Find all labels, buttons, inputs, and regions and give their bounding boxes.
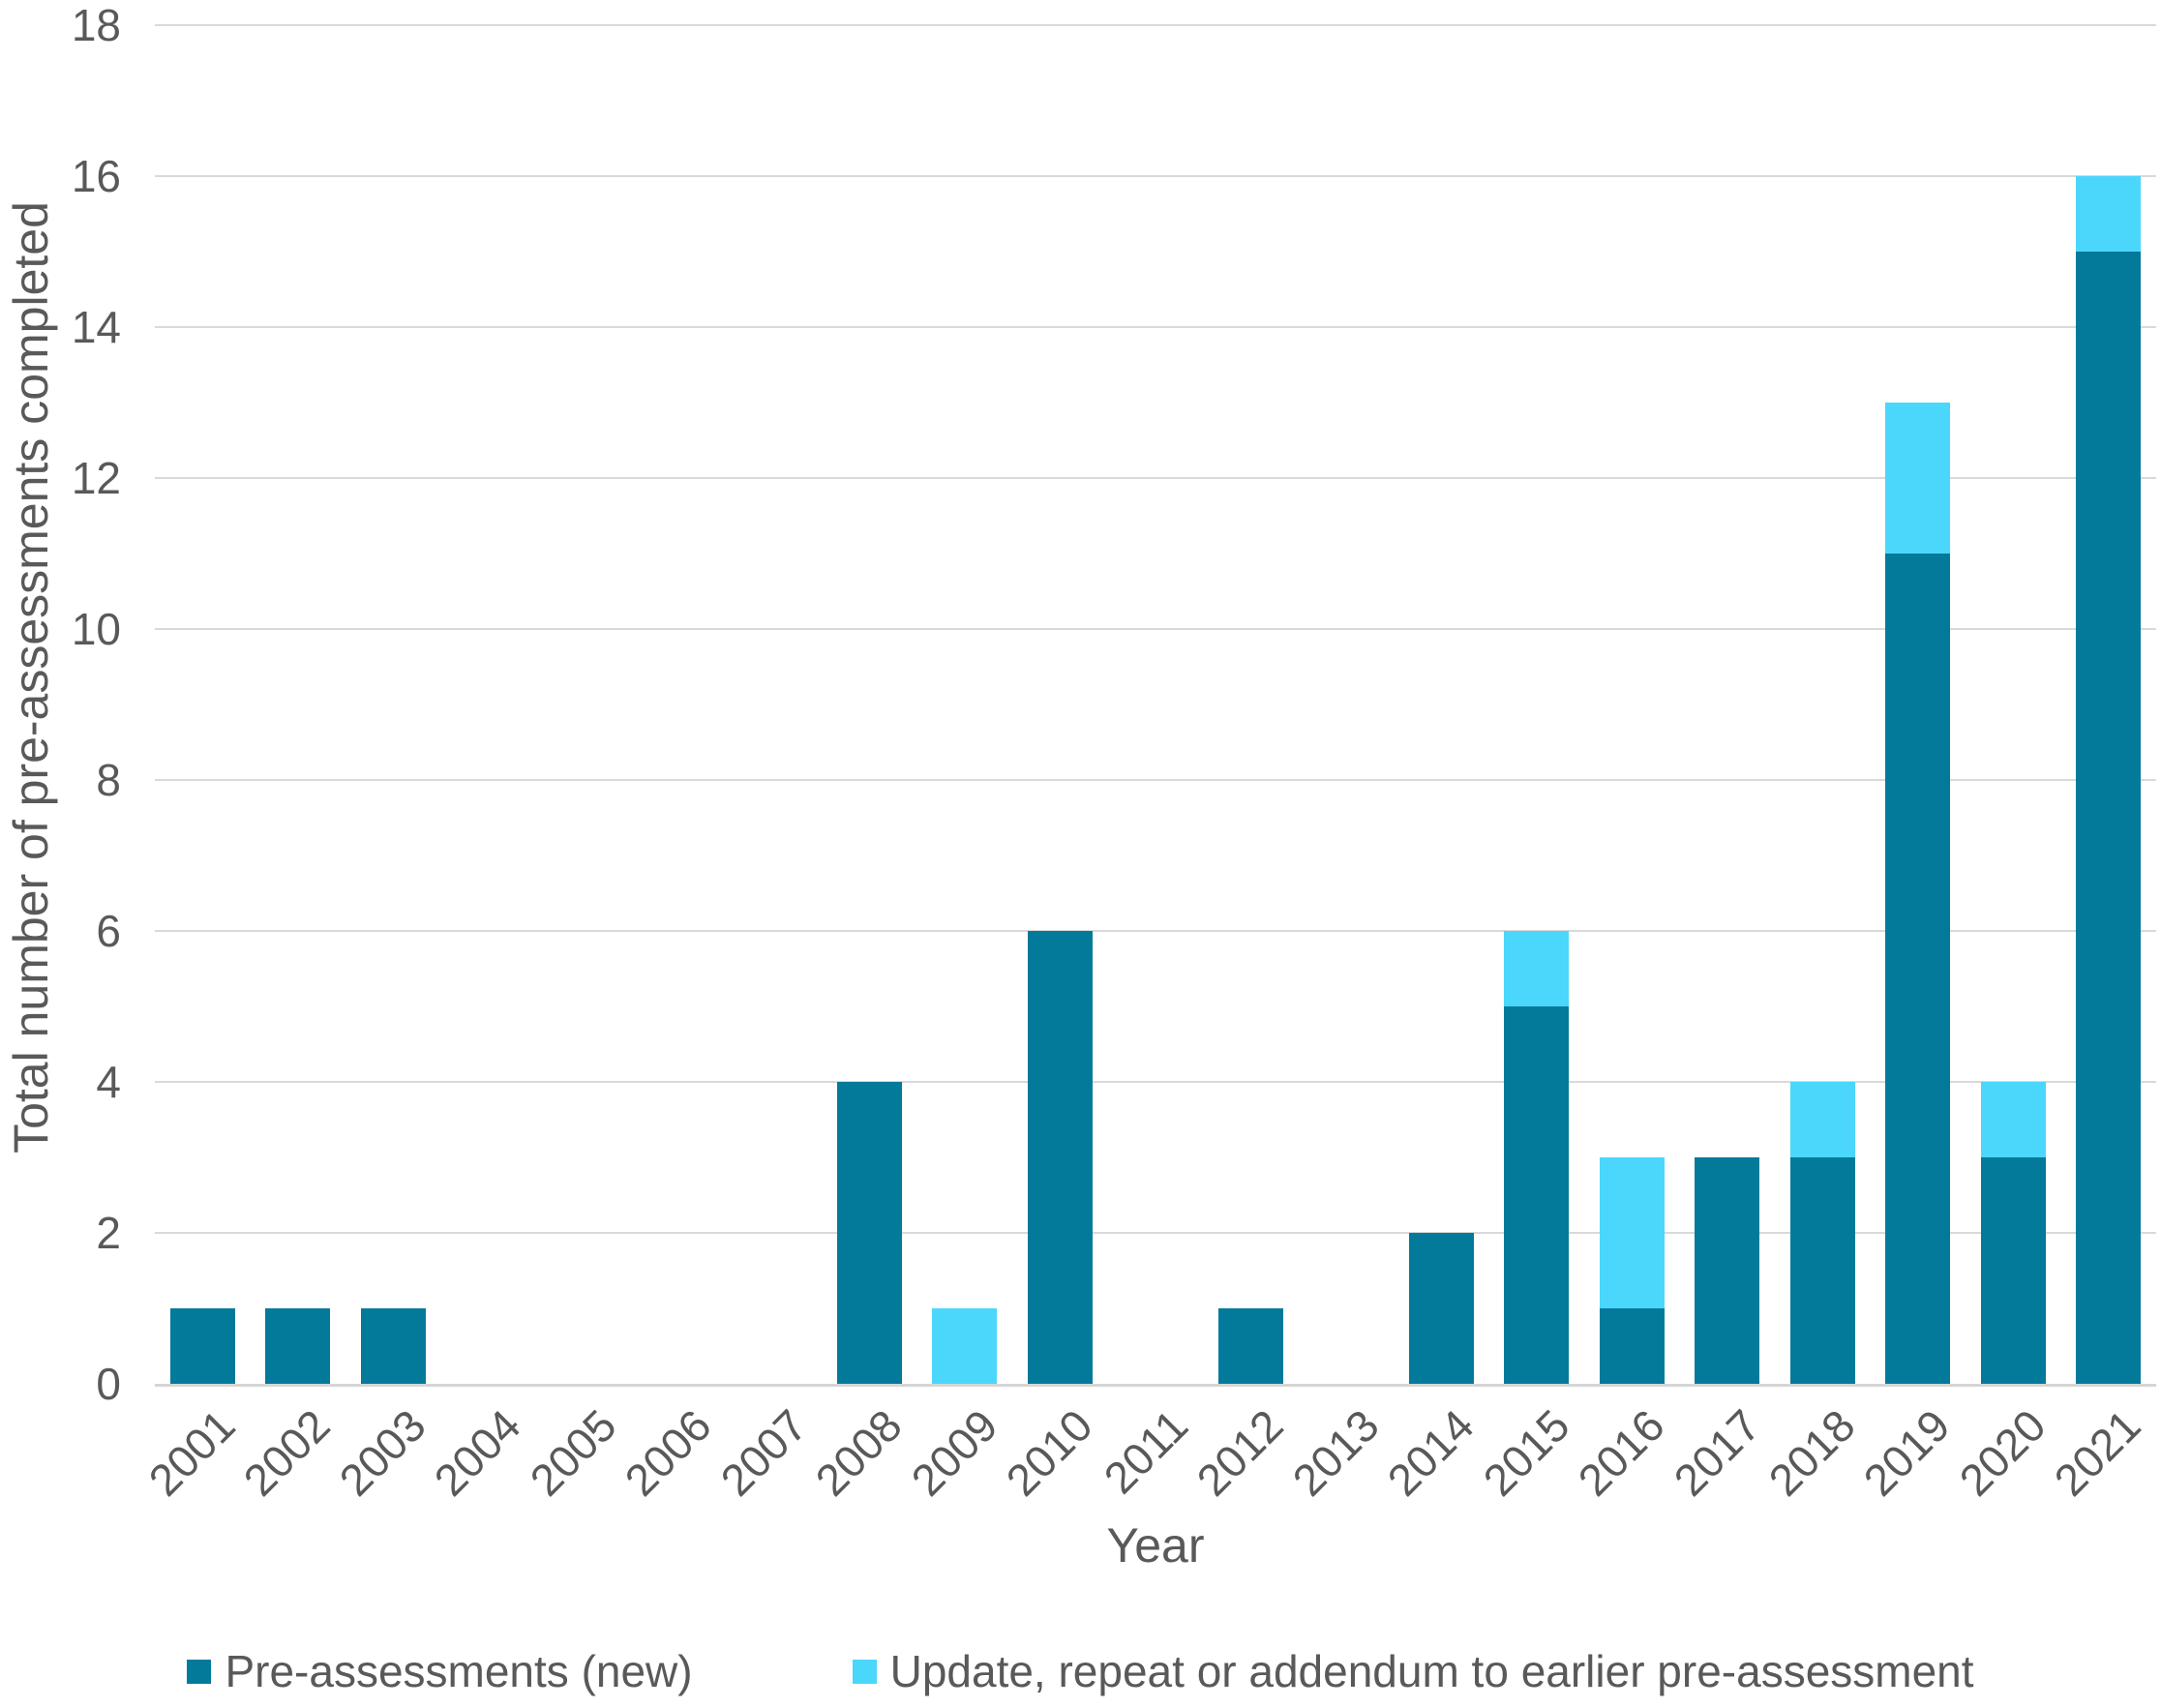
gridline-8 [155, 779, 2156, 781]
bar-column-2008 [822, 25, 916, 1384]
bar-segment-2019-new [1885, 554, 1951, 1384]
x-tick-2010: 2010 [996, 1399, 1102, 1506]
bar-segment-2021-update [2076, 176, 2142, 252]
x-tick-2011: 2011 [1094, 1399, 1198, 1504]
legend: Pre-assessments (new) Update, repeat or … [0, 1645, 2161, 1697]
y-tick-4: 4 [96, 1057, 121, 1107]
y-tick-18: 18 [71, 0, 121, 50]
bar-column-2002 [250, 25, 345, 1384]
y-tick-10: 10 [71, 604, 121, 654]
bar-column-2018 [1775, 25, 1870, 1384]
gridline-10 [155, 627, 2156, 630]
bar-column-2012 [1203, 25, 1298, 1384]
bar-segment-2015-new [1504, 1006, 1570, 1384]
x-tick-2014: 2014 [1377, 1399, 1484, 1506]
legend-label-update: Update, repeat or addendum to earlier pr… [889, 1646, 1974, 1696]
bar-segment-2001-new [169, 1308, 235, 1384]
bars [155, 25, 2156, 1384]
bar-segment-2021-new [2076, 252, 2142, 1384]
bar-column-2014 [1394, 25, 1488, 1384]
y-tick-14: 14 [71, 302, 121, 352]
x-tick-2008: 2008 [805, 1399, 912, 1506]
y-tick-8: 8 [96, 755, 121, 805]
bar-segment-2010-new [1027, 931, 1093, 1384]
x-tick-2016: 2016 [1568, 1399, 1674, 1506]
x-tick-2006: 2006 [615, 1399, 721, 1506]
x-tick-2018: 2018 [1758, 1399, 1865, 1506]
bar-segment-2012-new [1217, 1308, 1283, 1384]
bar-segment-2009-update [932, 1308, 998, 1384]
y-tick-16: 16 [71, 151, 121, 201]
bar-segment-2003-new [360, 1308, 426, 1384]
bar-column-2017 [1680, 25, 1775, 1384]
bar-column-2015 [1489, 25, 1584, 1384]
y-tick-12: 12 [71, 453, 121, 503]
legend-item-new: Pre-assessments (new) [187, 1645, 693, 1697]
x-tick-2009: 2009 [901, 1399, 1007, 1506]
gridline-16 [155, 174, 2156, 177]
bar-segment-2015-update [1504, 931, 1570, 1006]
y-tick-6: 6 [96, 906, 121, 956]
legend-label-new: Pre-assessments (new) [225, 1646, 693, 1696]
legend-swatch-new-icon [187, 1659, 212, 1684]
bar-column-2010 [1012, 25, 1107, 1384]
bar-column-2011 [1108, 25, 1203, 1384]
x-tick-2004: 2004 [424, 1399, 531, 1506]
bar-segment-2014-new [1408, 1233, 1474, 1384]
gridlines [155, 24, 2156, 1387]
y-tick-0: 0 [96, 1359, 121, 1409]
x-tick-2013: 2013 [1282, 1399, 1389, 1506]
bar-column-2001 [155, 25, 250, 1384]
bar-segment-2020-new [1980, 1157, 2046, 1384]
bar-column-2005 [536, 25, 631, 1384]
x-tick-2020: 2020 [1949, 1399, 2056, 1506]
x-tick-2015: 2015 [1473, 1399, 1579, 1506]
bar-column-2009 [917, 25, 1012, 1384]
gridline-4 [155, 1081, 2156, 1083]
x-tick-2003: 2003 [329, 1399, 435, 1506]
bar-column-2013 [1299, 25, 1394, 1384]
gridline-6 [155, 929, 2156, 932]
bar-segment-2016-new [1599, 1308, 1665, 1384]
legend-swatch-update-icon [852, 1659, 877, 1684]
x-tick-2019: 2019 [1854, 1399, 1961, 1506]
gridline-0 [155, 1384, 2156, 1387]
legend-item-update: Update, repeat or addendum to earlier pr… [852, 1645, 1974, 1697]
bar-segment-2017-new [1695, 1157, 1760, 1384]
x-tick-2021: 2021 [2044, 1399, 2151, 1506]
bar-column-2016 [1584, 25, 1679, 1384]
gridline-14 [155, 325, 2156, 328]
x-tick-2001: 2001 [138, 1399, 245, 1506]
bar-column-2004 [440, 25, 535, 1384]
bar-column-2019 [1870, 25, 1965, 1384]
x-tick-2005: 2005 [520, 1399, 626, 1506]
bar-column-2003 [345, 25, 440, 1384]
bar-column-2021 [2060, 25, 2155, 1384]
plot-area [155, 24, 2156, 1387]
gridline-12 [155, 476, 2156, 479]
x-tick-2002: 2002 [233, 1399, 341, 1506]
gridline-18 [155, 24, 2156, 26]
bar-segment-2020-update [1980, 1082, 2046, 1157]
y-tick-2: 2 [96, 1208, 121, 1258]
x-axis-title: Year [1106, 1518, 1205, 1573]
bar-column-2006 [631, 25, 726, 1384]
bar-segment-2019-update [1885, 403, 1951, 554]
bar-segment-2002-new [265, 1308, 331, 1384]
bar-segment-2018-update [1789, 1082, 1855, 1157]
bar-column-2020 [1966, 25, 2060, 1384]
bar-column-2007 [727, 25, 822, 1384]
x-tick-2017: 2017 [1664, 1399, 1770, 1506]
x-tick-2012: 2012 [1186, 1399, 1293, 1506]
bar-segment-2016-update [1599, 1157, 1665, 1309]
x-tick-2007: 2007 [710, 1399, 817, 1506]
gridline-2 [155, 1231, 2156, 1234]
bar-segment-2008-new [837, 1082, 903, 1384]
bar-segment-2018-new [1789, 1157, 1855, 1384]
